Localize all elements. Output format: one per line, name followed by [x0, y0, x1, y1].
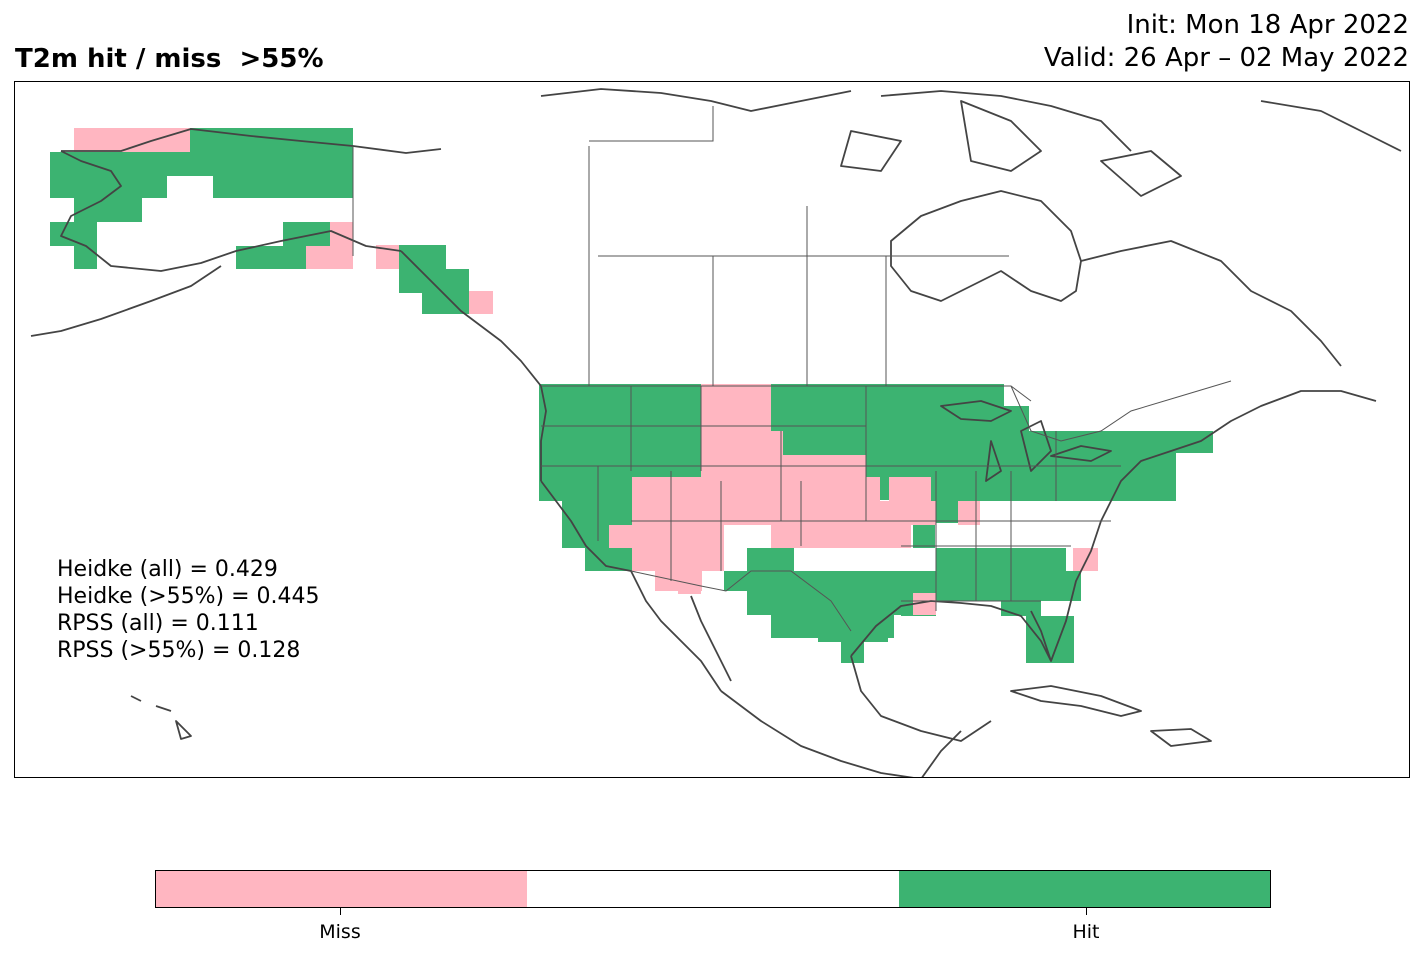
hit-cell: [724, 571, 901, 591]
hit-cell: [1073, 431, 1213, 453]
skill-scores: Heidke (all) = 0.429 Heidke (>55%) = 0.4…: [57, 556, 320, 664]
hawaii: [130, 695, 192, 740]
miss-cell: [306, 246, 353, 269]
map-panel: [14, 81, 1410, 778]
miss-cell: [889, 477, 931, 501]
border-us-mexico: [630, 570, 852, 632]
miss-cell: [632, 548, 724, 571]
hit-cell: [539, 431, 701, 477]
hit-cell: [74, 246, 97, 269]
political-borders: [352, 106, 1232, 632]
hit-cell: [1004, 477, 1056, 501]
hit-cell: [1001, 601, 1041, 616]
hit-cell: [50, 152, 167, 176]
hit-cell: [562, 501, 632, 525]
miss-cell: [469, 291, 493, 314]
colorbar: [155, 870, 1271, 908]
hit-cell: [936, 548, 1066, 571]
hit-cell: [213, 176, 353, 198]
hit-cell: [562, 525, 609, 548]
rpss-all: RPSS (all) = 0.111: [57, 611, 259, 636]
miss-cell: [376, 245, 399, 269]
miss-cell: [74, 128, 190, 152]
colorbar-miss-segment: [156, 871, 528, 907]
hit-cell: [74, 198, 142, 222]
hit-cell: [1056, 453, 1176, 501]
coastline-mexico: [720, 690, 962, 777]
verification-grid: [50, 128, 1213, 663]
hit-cell: [539, 384, 701, 431]
hit-cell: [771, 615, 894, 638]
heidke-55: Heidke (>55%) = 0.445: [57, 584, 320, 609]
map-canvas: [30, 88, 1402, 777]
coastline-arctic: [540, 88, 1402, 197]
coastline-gulf: [850, 600, 1052, 742]
miss-cell: [701, 384, 771, 431]
great-lakes: [940, 400, 1112, 482]
hit-cell: [50, 176, 167, 198]
colorbar-hit-segment: [898, 871, 1270, 907]
coastline-pacific-nw: [400, 250, 547, 481]
hit-cell: [399, 269, 469, 293]
miss-cell: [632, 477, 880, 501]
miss-cell: [771, 525, 911, 548]
miss-cell: [609, 525, 724, 548]
map-title: T2m hit / miss >55%: [15, 44, 324, 74]
hit-cell: [167, 152, 353, 176]
hit-cell: [841, 638, 864, 663]
coastline-labrador: [1080, 240, 1342, 367]
miss-cell: [1073, 548, 1098, 571]
border-us-canada: [352, 146, 1232, 442]
hit-cell: [422, 293, 469, 314]
coastline-alaska: [30, 128, 442, 337]
hispaniola: [1150, 728, 1212, 747]
coastline-us-east: [1050, 390, 1377, 662]
border-canada-provinces: [588, 106, 1009, 386]
border-us-states: [541, 386, 1121, 611]
coastline-hudson-bay: [890, 190, 1082, 302]
hit-cell: [236, 246, 306, 269]
hit-cell: [539, 477, 632, 501]
colorbar-label-hit: Hit: [1072, 921, 1100, 943]
hit-cell: [747, 548, 794, 571]
miss-cell: [678, 591, 701, 594]
hit-cell: [585, 548, 632, 571]
hit-cell: [50, 222, 97, 246]
hit-cell: [913, 525, 935, 548]
hit-cell: [771, 384, 1004, 431]
miss-cell: [913, 593, 936, 615]
colorbar-neutral-segment: [527, 871, 899, 907]
colorbar-tick-miss: [340, 907, 341, 915]
colorbar-label-miss: Miss: [319, 921, 361, 943]
init-date: Init: Mon 18 Apr 2022: [1126, 10, 1409, 40]
rpss-55: RPSS (>55%) = 0.128: [57, 638, 301, 663]
hit-cell: [783, 431, 873, 455]
valid-period: Valid: 26 Apr – 02 May 2022: [1043, 43, 1409, 73]
hit-cell: [936, 501, 958, 523]
hit-cell: [283, 222, 330, 246]
colorbar-tick-hit: [1086, 907, 1087, 915]
miss-cell: [958, 501, 980, 525]
hit-cell: [747, 591, 901, 615]
miss-cell: [701, 431, 783, 477]
cuba: [1010, 685, 1142, 717]
heidke-all: Heidke (all) = 0.429: [57, 557, 278, 582]
